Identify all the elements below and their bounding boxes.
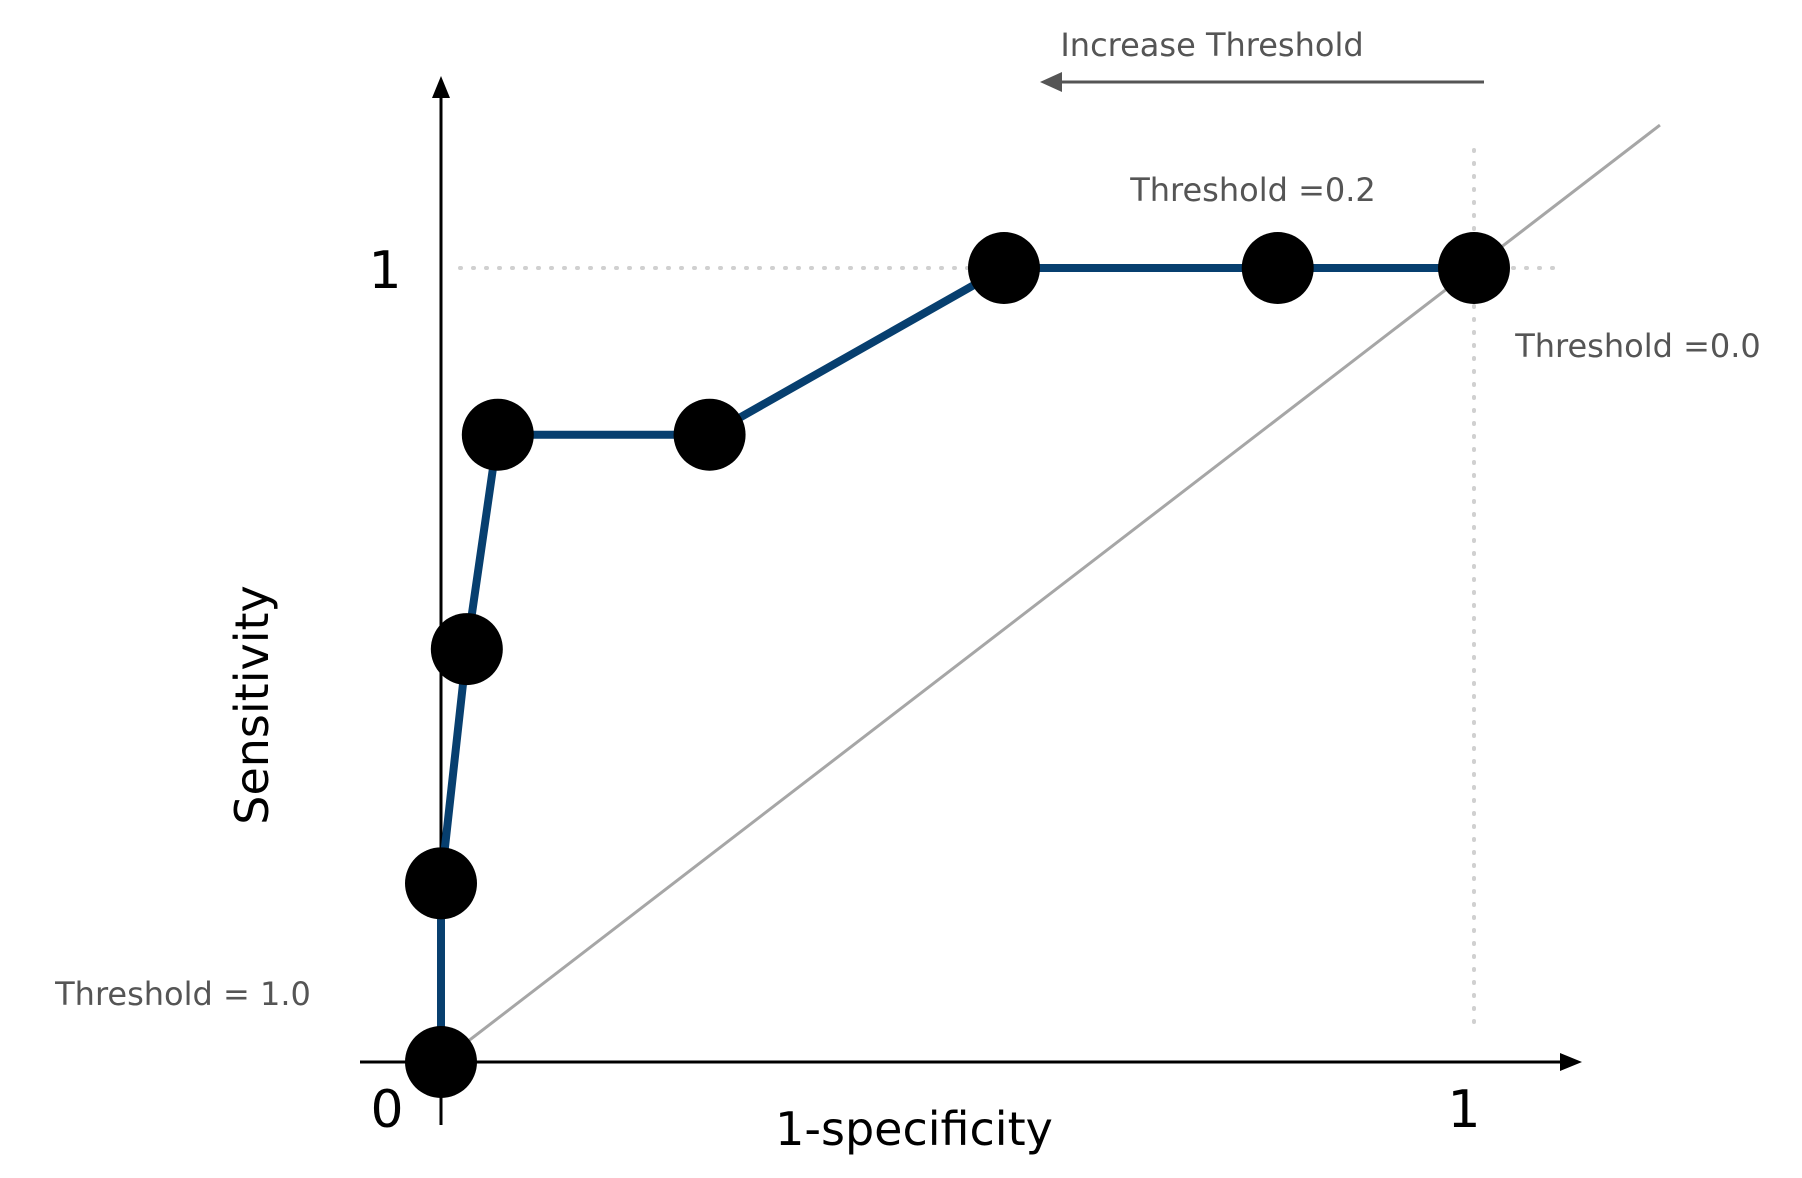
threshold-low-label: Threshold =0.0 <box>1514 327 1761 365</box>
roc-curve-group <box>437 264 1474 1062</box>
threshold-high-label: Threshold = 1.0 <box>54 975 311 1013</box>
roc-point-6 <box>1241 232 1314 304</box>
roc-point-2 <box>430 613 503 686</box>
roc-point-3 <box>461 398 534 471</box>
x-tick-label-0: 0 <box>370 1080 403 1140</box>
x-axis-arrowhead <box>1560 1053 1582 1071</box>
roc-point-4 <box>673 398 746 471</box>
threshold-mid-label: Threshold =0.2 <box>1129 171 1376 209</box>
y-axis-label: Sensitivity <box>225 585 279 824</box>
x-axis-label: 1-specificity <box>775 1102 1053 1156</box>
roc-point-7 <box>1438 232 1510 304</box>
y-tick-label-1: 1 <box>368 241 401 301</box>
roc-points-group <box>405 232 1510 1098</box>
roc-point-0 <box>405 1026 477 1098</box>
roc-point-5 <box>967 232 1040 304</box>
y-axis-arrowhead <box>432 76 450 98</box>
axes <box>360 76 1582 1125</box>
increase-threshold-label: Increase Threshold <box>1060 26 1363 64</box>
roc-curve-line <box>437 264 1474 1062</box>
x-tick-label-1: 1 <box>1447 1080 1480 1140</box>
increase-threshold-arrow-head <box>1040 72 1062 92</box>
roc-point-1 <box>405 847 477 920</box>
increase-threshold-arrow <box>1040 72 1484 92</box>
